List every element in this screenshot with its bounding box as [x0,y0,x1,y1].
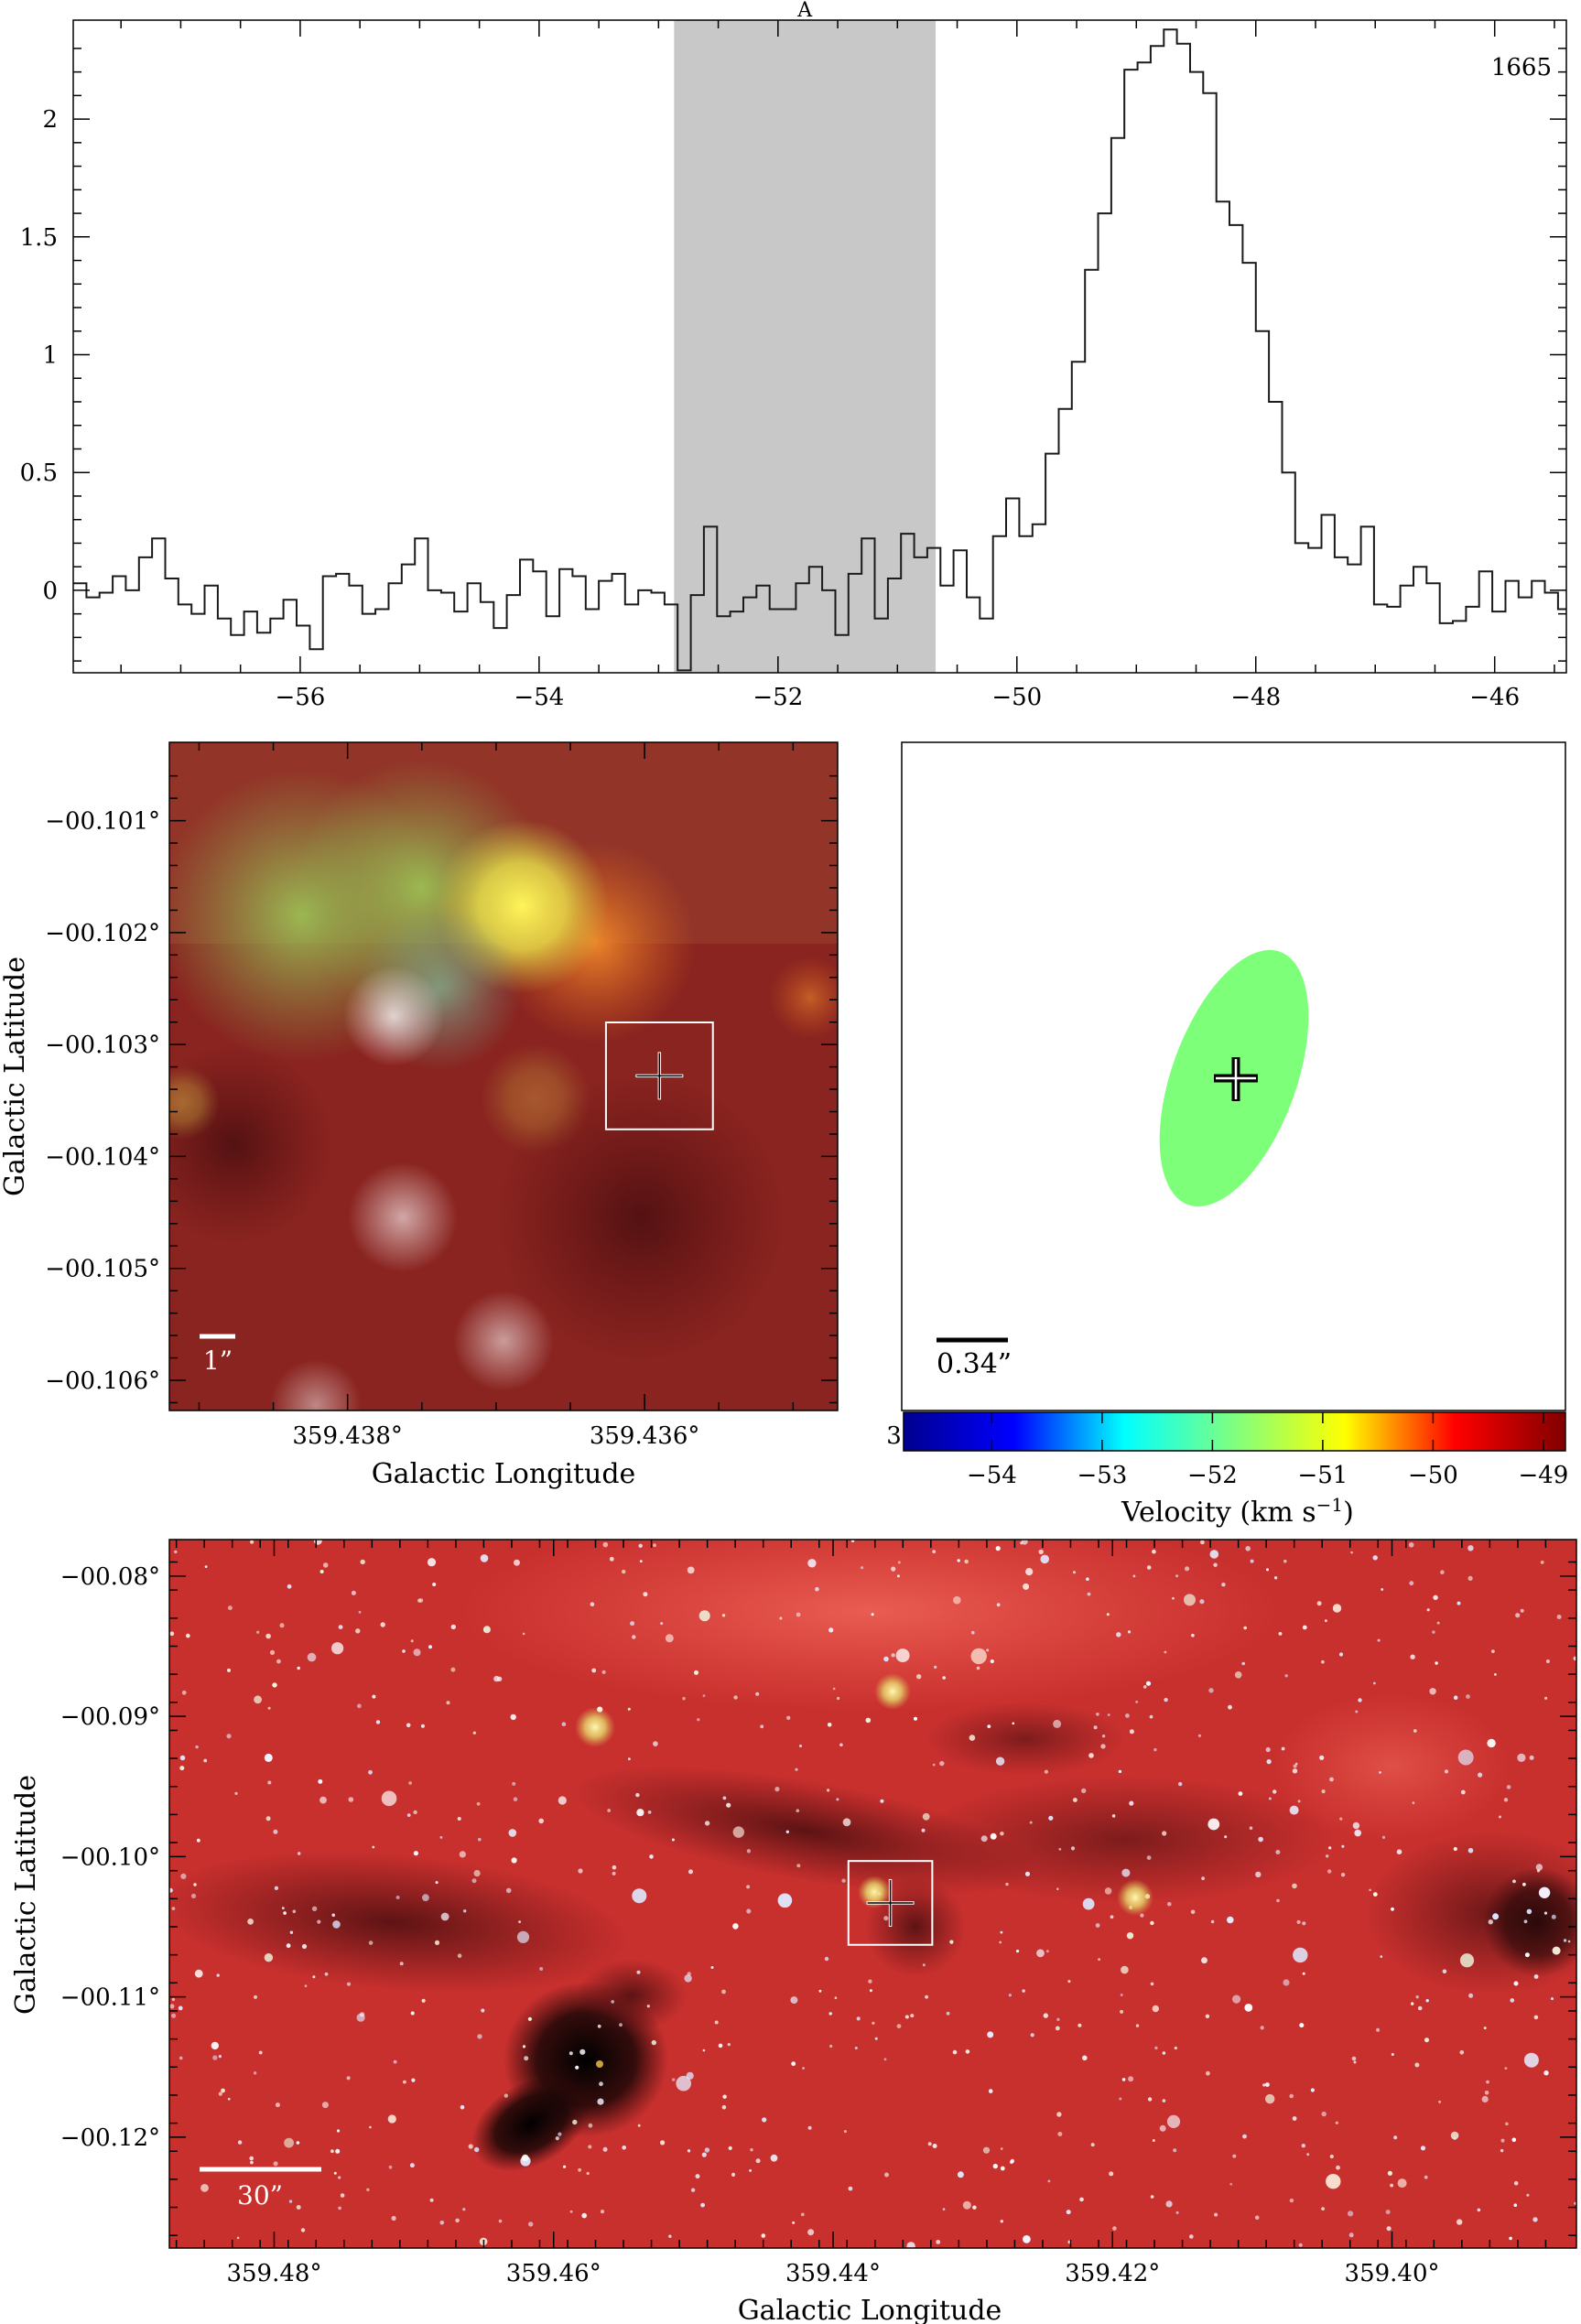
wide-scale-bar-label: 30” [237,2180,283,2211]
wide-ytick-label: −00.11° [60,1984,160,2012]
colorbar [903,1411,1566,1452]
spectrum-ytick-label: 0.5 [20,459,58,487]
wide-xtick-label: 359.40° [1345,2260,1440,2287]
spectrum-ytick-label: 2 [42,106,58,134]
wide-ticks: 359.48° 359.46° 359.44° 359.42° 359.40° −00.0… [60,1540,1576,2287]
wide-ytick-label: −00.08° [60,1563,160,1591]
colorbar-tick-label: −54 [967,1462,1017,1489]
spectrum-xtick-label: −48 [1230,684,1281,711]
spectrum-ytick-label: 1 [42,342,58,370]
zoom-image [169,742,838,1411]
wide-target-marker [847,1860,934,1946]
star-field [169,1540,1576,2248]
zoom-frame [168,741,839,1411]
colorbar-tick-label: −49 [1518,1462,1568,1489]
zoom-ytick-label: −00.101° [45,808,160,836]
spectrum-line [73,28,1566,672]
velocity-map-panel: 0.34” −54 −53 −52 −51 −50 −49 Velocity (km s−… [901,741,1568,1529]
maser-position-cross [1214,1057,1258,1101]
zoom-xtick-label: 359.438° [292,1422,403,1450]
zoom-target-marker [604,1021,714,1130]
wide-image-panel: 359.48° 359.46° 359.44° 359.42° 359.40° −00.0… [10,1539,1577,2324]
annotation-label-a: A [796,0,813,22]
zoom-ytick-label: −00.106° [45,1367,160,1395]
spectrum-ticks: −56 −54 −52 −50 −48 −46 0 0.5 1 1.5 2 [20,20,1566,711]
wide-ylabel: Galactic Latitude [10,1775,42,2015]
wide-image [169,1540,1576,2248]
zoom-ylabel: Galactic Latitude [0,957,31,1196]
colorbar-tick-label: −52 [1187,1462,1238,1489]
wide-xlabel: Galactic Longitude [738,2295,1002,2324]
wide-ytick-label: −00.09° [60,1703,160,1731]
colorbar-tick-label: −50 [1408,1462,1458,1489]
zoom-ytick-label: −00.102° [45,920,160,947]
zoom-scale-bar-label: 1” [203,1346,233,1376]
wide-xtick-label: 359.46° [506,2260,601,2287]
spectrum-xtick-label: −46 [1469,684,1520,711]
wide-xtick-label: 359.48° [226,2260,321,2287]
colorbar-ticks: −54 −53 −52 −51 −50 −49 [967,1412,1568,1489]
spectrum-xtick-label: −56 [275,684,325,711]
colorbar-tick-label: −53 [1077,1462,1127,1489]
spectrum-xtick-label: −52 [753,684,803,711]
spectrum-xtick-label: −54 [514,684,564,711]
velocity-range-highlight [674,20,937,673]
zoom-ytick-label: −00.104° [45,1143,160,1171]
spectrum-xtick-label: −50 [991,684,1042,711]
wide-xtick-label: 359.42° [1065,2260,1160,2287]
wide-target-box [847,1860,934,1946]
frequency-label: 1665 [1491,54,1552,81]
zoom-ticks: 359.438°359.436°359.434°−00.101°−00.102°… [45,742,997,1450]
zoom-xlabel: Galactic Longitude [372,1458,636,1490]
zoom-image-panel: 359.438°359.436°359.434°−00.101°−00.102°… [0,741,997,1490]
spectrum-panel: −56 −54 −52 −50 −48 −46 0 0.5 1 1.5 2 A 1665 [20,0,1567,711]
zoom-target-box [604,1021,714,1130]
wide-ytick-label: −00.10° [60,1843,160,1871]
colorbar-label: Velocity (km s−1) [1121,1494,1354,1529]
wide-ytick-label: −00.12° [60,2124,160,2152]
spectrum-ytick-label: 0 [42,578,58,605]
colorbar-tick-label: −51 [1297,1462,1348,1489]
wide-frame [168,1539,1577,2249]
spectrum-frame [72,19,1567,674]
velocity-map-scale-bar-label: 0.34” [937,1348,1012,1380]
wide-xtick-label: 359.44° [785,2260,881,2287]
spectrum-ytick-label: 1.5 [20,224,58,252]
zoom-xtick-label: 359.436° [590,1422,700,1450]
zoom-ytick-label: −00.105° [45,1256,160,1283]
zoom-ytick-label: −00.103° [45,1032,160,1059]
